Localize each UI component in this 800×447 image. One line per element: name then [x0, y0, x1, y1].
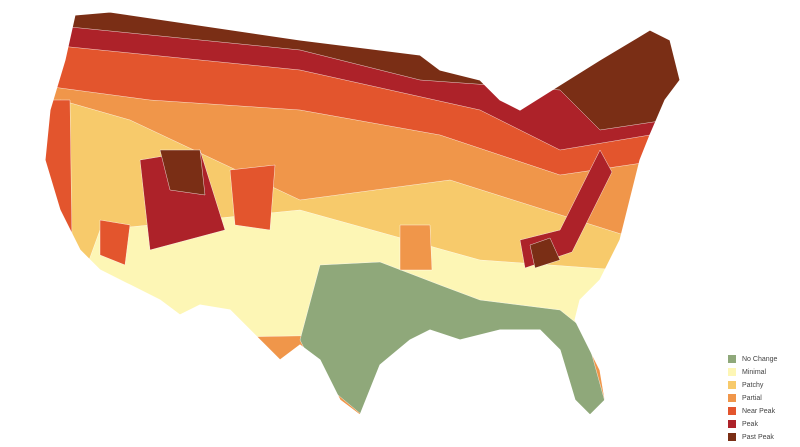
legend-swatch [728, 420, 736, 428]
legend-label: Partial [742, 395, 762, 402]
legend: No Change Minimal Patchy Partial Near Peak Pe… [728, 355, 778, 441]
legend-label: Past Peak [742, 434, 774, 441]
foliage-region [159, 149, 206, 196]
legend-swatch [728, 394, 736, 402]
legend-label: Near Peak [742, 408, 776, 415]
legend-label: No Change [742, 356, 778, 363]
legend-label: Minimal [742, 369, 767, 376]
legend-swatch [728, 381, 736, 389]
legend-label: Patchy [742, 382, 764, 389]
foliage-region [529, 237, 561, 269]
legend-swatch [728, 407, 736, 415]
legend-swatch [728, 433, 736, 441]
legend-swatch [728, 355, 736, 363]
foliage-region [45, 99, 73, 241]
legend-label: Peak [742, 421, 758, 428]
us-outline [44, 11, 681, 416]
foliage-region [399, 224, 433, 271]
foliage-region [229, 164, 276, 231]
foliage-region [99, 219, 131, 266]
foliage-region [519, 149, 613, 269]
legend-swatch [728, 368, 736, 376]
